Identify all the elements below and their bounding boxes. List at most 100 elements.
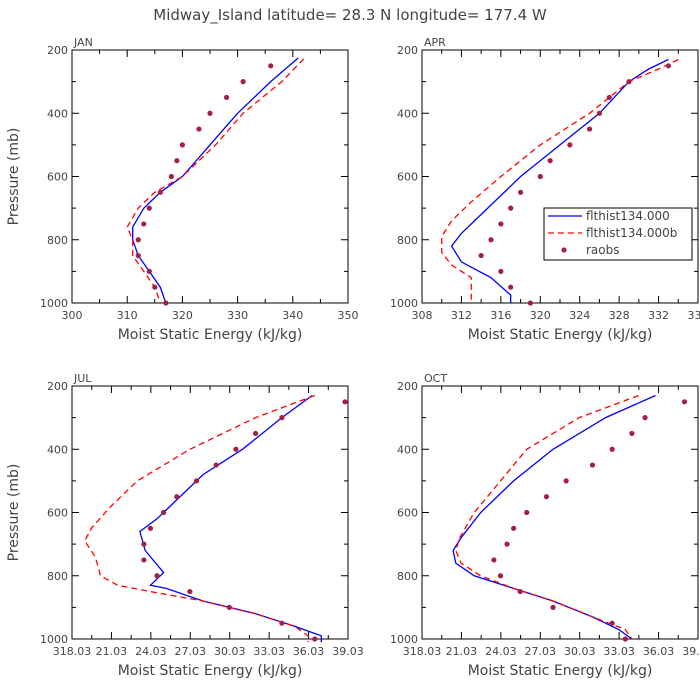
x-tick-label: 318.03 — [403, 645, 442, 658]
raobs-point — [547, 158, 553, 164]
y-tick-label: 400 — [397, 443, 418, 456]
y-tick-label: 600 — [47, 171, 68, 184]
x-tick-label: 30.03 — [564, 645, 596, 658]
raobs-point — [157, 189, 163, 195]
legend-label-1: flthist134.000 — [586, 209, 670, 223]
raobs-point — [279, 415, 285, 421]
x-tick-label: 320 — [530, 309, 551, 322]
x-tick-label: 332 — [648, 309, 669, 322]
y-tick-label: 200 — [397, 44, 418, 57]
raobs-point — [141, 221, 147, 227]
panel-label: JUL — [73, 372, 92, 385]
plot-frame — [71, 49, 349, 304]
series-line-dashed — [441, 58, 679, 303]
raobs-point — [665, 63, 672, 69]
x-axis-label: Moist Static Energy (kJ/kg) — [118, 663, 303, 679]
plot-frame — [71, 385, 349, 640]
raobs-point — [550, 604, 556, 610]
raobs-point — [253, 430, 259, 437]
raobs-point — [193, 478, 200, 484]
series-line-solid — [452, 394, 656, 640]
x-tick-label: 30.03 — [214, 645, 246, 658]
y-tick-label: 200 — [47, 44, 68, 57]
raobs-point — [606, 94, 612, 101]
x-tick-label: 21.03 — [446, 645, 478, 658]
x-tick-label: 308 — [412, 309, 433, 322]
x-tick-label: 27.03 — [175, 645, 207, 658]
series-line-dashed — [126, 58, 305, 304]
raobs-point — [642, 415, 648, 421]
x-tick-label: 328 — [609, 309, 630, 322]
x-tick-label: 21.03 — [96, 645, 128, 658]
raobs-point — [147, 525, 154, 531]
y-tick-label: 400 — [47, 107, 68, 120]
raobs-point — [163, 300, 169, 306]
raobs-point — [626, 79, 632, 85]
legend-dot-swatch — [561, 247, 567, 253]
raobs-point — [146, 268, 152, 274]
panel-jul: JUL 318.03 21.03 24.03 27.03 30.03 33.03 36.03 3… — [6, 372, 364, 679]
x-tick-label: 336 — [688, 309, 700, 322]
y-axis-label: Pressure (mb) — [6, 128, 22, 226]
raobs-point — [609, 620, 615, 626]
series-line-dashed — [455, 394, 639, 640]
raobs-point — [223, 94, 230, 101]
legend: flthist134.000 flthist134.000b raobs — [543, 207, 693, 261]
x-axis-label: Moist Static Energy (kJ/kg) — [468, 663, 653, 679]
x-tick-label: 24.03 — [135, 645, 167, 658]
panel-label: OCT — [424, 372, 447, 385]
raobs-point — [174, 158, 180, 164]
figure-title: Midway_Island latitude= 28.3 N longitude… — [153, 6, 547, 25]
raobs-point — [179, 142, 185, 148]
y-tick-label: 800 — [397, 570, 418, 583]
y-tick-label: 1000 — [40, 633, 68, 646]
x-tick-label: 39.03 — [332, 645, 364, 658]
y-tick-label: 800 — [47, 234, 68, 247]
raobs-point — [629, 430, 635, 437]
raobs-point — [491, 557, 497, 563]
legend-label-3: raobs — [586, 243, 620, 257]
panel-label: APR — [424, 36, 446, 49]
raobs-point — [233, 446, 239, 452]
x-tick-label: 300 — [62, 309, 83, 322]
raobs-point — [135, 237, 141, 243]
x-axis-label: Moist Static Energy (kJ/kg) — [118, 327, 303, 343]
raobs-point — [154, 573, 160, 579]
raobs-point — [498, 268, 504, 274]
y-tick-label: 400 — [47, 443, 68, 456]
raobs-point — [226, 604, 232, 610]
raobs-point — [596, 110, 603, 116]
raobs-point — [312, 636, 318, 642]
raobs-point — [508, 205, 514, 211]
raobs-point — [141, 541, 147, 547]
raobs-point — [207, 110, 213, 116]
y-tick-label: 1000 — [390, 297, 418, 310]
raobs-point — [609, 446, 615, 452]
y-tick-label: 200 — [47, 380, 68, 393]
raobs-point — [498, 221, 504, 227]
raobs-point — [622, 636, 628, 642]
y-tick-label: 1000 — [40, 297, 68, 310]
y-tick-label: 800 — [47, 570, 68, 583]
x-tick-label: 312 — [451, 309, 472, 322]
raobs-point — [524, 509, 530, 516]
raobs-point — [187, 588, 193, 595]
x-tick-label: 33.03 — [253, 645, 285, 658]
raobs-point — [586, 126, 593, 132]
raobs-point — [527, 300, 534, 306]
raobs-point — [543, 494, 550, 500]
y-axis-label: Pressure (mb) — [6, 464, 22, 562]
y-tick-label: 1000 — [390, 633, 418, 646]
raobs-point — [174, 494, 180, 500]
raobs-point — [146, 205, 152, 211]
x-tick-label: 33.03 — [603, 645, 635, 658]
raobs-point — [504, 541, 510, 547]
raobs-point — [213, 462, 219, 468]
x-tick-label: 36.03 — [643, 645, 675, 658]
series-line-solid — [132, 57, 299, 304]
legend-box — [543, 207, 693, 261]
series-line-dashed — [83, 394, 315, 643]
raobs-point — [488, 237, 494, 243]
panel-oct: OCT 318.03 21.03 24.03 27.03 30.03 33.03 36.03 3… — [390, 372, 700, 679]
y-tick-label: 400 — [397, 107, 418, 120]
